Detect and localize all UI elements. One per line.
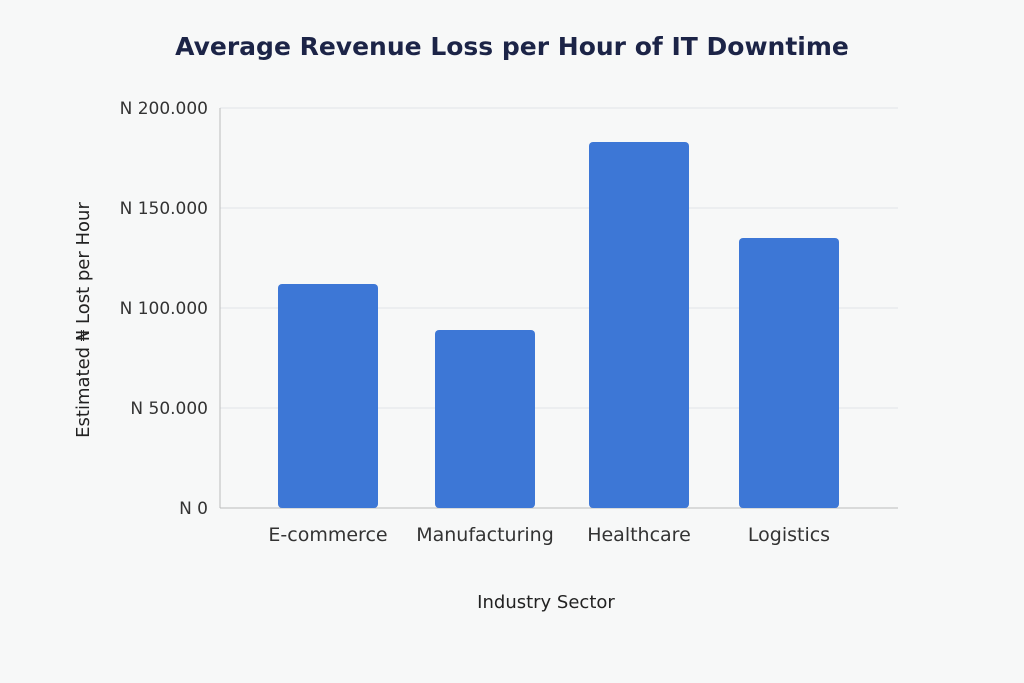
x-tick-label: Logistics xyxy=(748,524,830,546)
bar-logistics xyxy=(739,238,839,508)
y-tick-label: N 100.000 xyxy=(120,299,208,319)
y-tick-label: N 0 xyxy=(179,499,208,519)
x-tick-label: Healthcare xyxy=(587,524,691,546)
bar-manufacturing xyxy=(435,330,535,508)
y-axis-label: Estimated ₦ Lost per Hour xyxy=(73,202,94,438)
bar-e-commerce xyxy=(278,284,378,508)
y-tick-label: N 50.000 xyxy=(130,399,208,419)
x-axis-label: Industry Sector xyxy=(477,592,615,613)
y-tick-label: N 200.000 xyxy=(120,99,208,119)
y-tick-label: N 150.000 xyxy=(120,199,208,219)
x-tick-label: E-commerce xyxy=(268,524,387,546)
bar-healthcare xyxy=(589,142,689,508)
x-tick-label: Manufacturing xyxy=(416,524,554,546)
chart-title: Average Revenue Loss per Hour of IT Down… xyxy=(175,32,849,61)
